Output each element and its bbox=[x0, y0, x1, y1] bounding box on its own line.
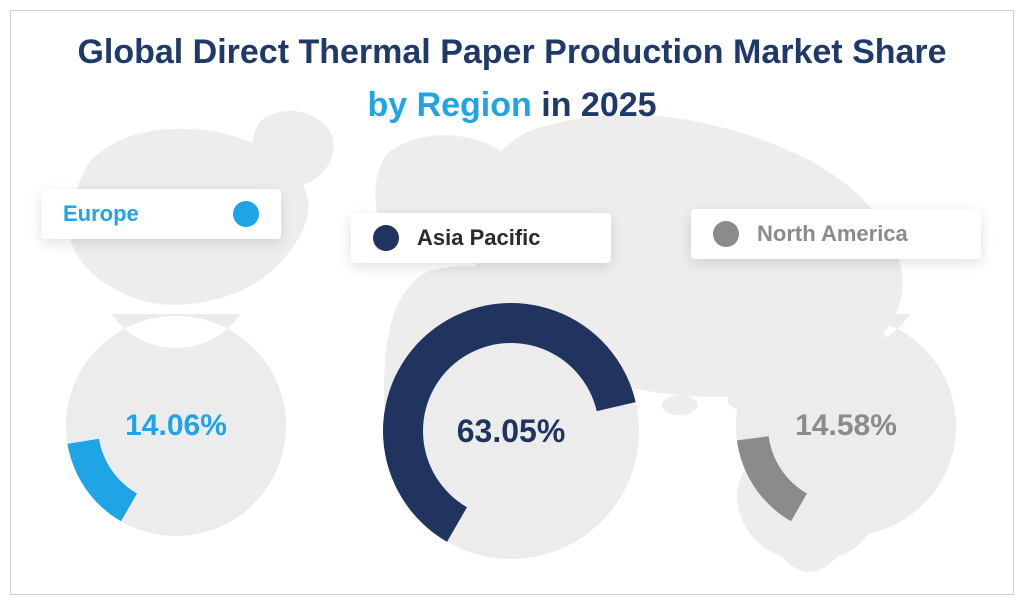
title-line-2-prefix: by Region bbox=[367, 86, 531, 124]
chart-frame: Global Direct Thermal Paper Production M… bbox=[10, 10, 1014, 595]
legend-dot-icon bbox=[233, 201, 259, 227]
region-label: North America bbox=[757, 221, 908, 247]
region-pill-europe: Europe bbox=[41, 189, 281, 239]
region-label: Asia Pacific bbox=[417, 225, 541, 251]
donut-chart-europe: 14.06% bbox=[64, 314, 288, 538]
title-line-1: Global Direct Thermal Paper Production M… bbox=[11, 33, 1013, 72]
donut-value-label: 14.06% bbox=[64, 314, 288, 538]
legend-dot-icon bbox=[373, 225, 399, 251]
region-label: Europe bbox=[63, 201, 139, 227]
donut-value-label: 63.05% bbox=[381, 301, 641, 561]
title-line-2-suffix: in 2025 bbox=[532, 86, 657, 124]
region-pill-asia-pacific: Asia Pacific bbox=[351, 213, 611, 263]
donut-chart-asia-pacific: 63.05% bbox=[381, 301, 641, 561]
donut-value-label: 14.58% bbox=[734, 314, 958, 538]
title-line-1-text: Global Direct Thermal Paper Production M… bbox=[77, 33, 946, 71]
title-line-2: by Region in 2025 bbox=[11, 86, 1013, 125]
chart-title: Global Direct Thermal Paper Production M… bbox=[11, 11, 1013, 125]
donut-chart-north-america: 14.58% bbox=[734, 314, 958, 538]
legend-dot-icon bbox=[713, 221, 739, 247]
region-pill-north-america: North America bbox=[691, 209, 981, 259]
